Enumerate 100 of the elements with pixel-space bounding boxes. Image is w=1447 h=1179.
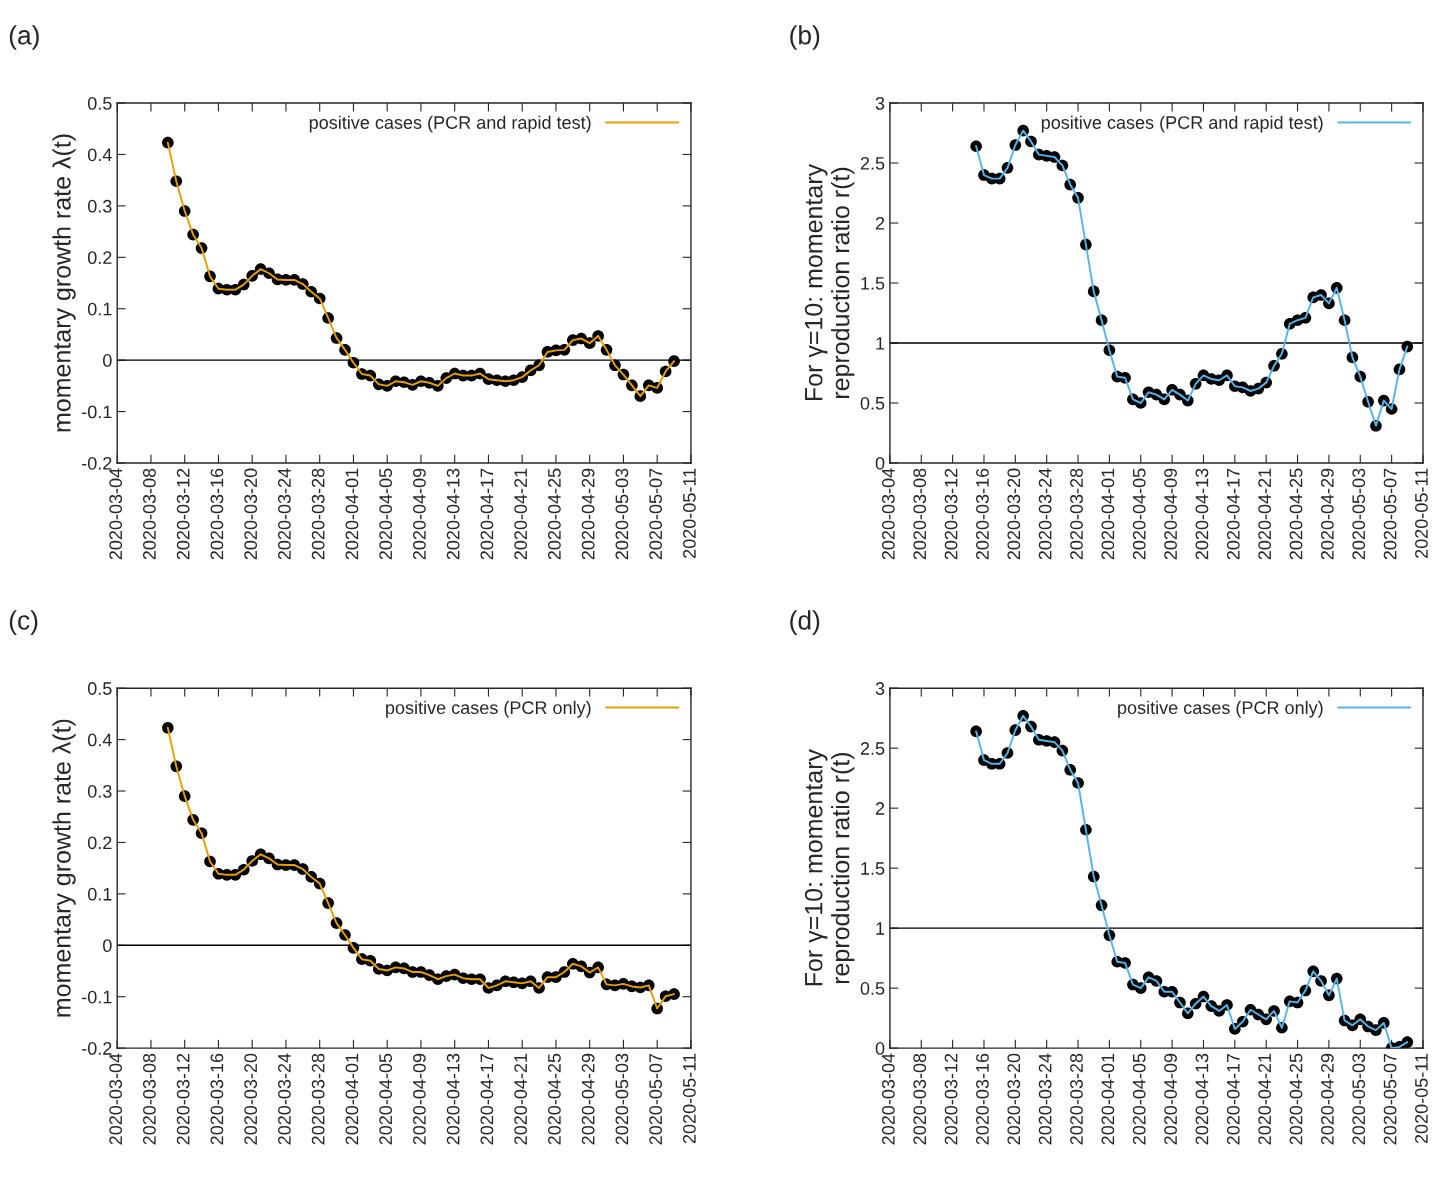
x-tick-label: 2020-03-20: [1007, 468, 1021, 560]
x-tick-label: 2020-05-03: [615, 468, 629, 560]
x-tick-label: 2020-03-24: [278, 468, 291, 560]
x-tick-label: 2020-04-13: [446, 1053, 460, 1145]
x-tick-label: 2020-04-25: [1289, 1053, 1303, 1145]
y-tick-label: 0.5: [87, 96, 112, 110]
x-tick-label: 2020-03-12: [944, 468, 958, 560]
y-axis-title: For γ=10: momentary reproduction ratio r(t): [804, 163, 855, 401]
x-tick-label: 2020-05-11: [683, 1053, 696, 1144]
x-tick-label: 2020-04-01: [345, 468, 359, 560]
y-tick-label: 2.5: [860, 156, 885, 170]
x-tick-label: 2020-03-20: [1007, 1053, 1021, 1145]
x-tick-label: 2020-05-11: [1415, 468, 1428, 558]
x-tick-label: 2020-04-01: [345, 1053, 359, 1145]
y-tick-label: 2: [875, 216, 885, 230]
x-tick-label: 2020-04-29: [581, 1053, 595, 1145]
x-tick-label: 2020-04-17: [1226, 468, 1240, 560]
y-tick-label: 0.5: [87, 682, 112, 695]
y-tick-label: 0.1: [87, 887, 112, 901]
y-axis-title: momentary growth rate λ(t): [52, 134, 76, 432]
y-axis-title: momentary growth rate λ(t): [52, 719, 76, 1017]
y-tick-label: 0.1: [87, 302, 112, 316]
x-tick-label: 2020-04-09: [413, 468, 426, 560]
x-tick-label: 2020-03-28: [1070, 1053, 1083, 1145]
x-tick-label: 2020-04-17: [480, 468, 494, 560]
x-tick-label: 2020-05-07: [649, 1053, 663, 1145]
x-tick-label: 2020-03-16: [976, 1053, 989, 1145]
x-tick-label: 2020-05-07: [1383, 468, 1397, 560]
x-tick-label: 2020-04-25: [548, 468, 561, 560]
chart-title: (a): [9, 25, 39, 50]
x-tick-label: 2020-03-12: [176, 468, 190, 560]
y-tick-label: 0.4: [87, 733, 112, 747]
x-tick-label: 2020-03-08: [913, 1053, 927, 1145]
y-tick-label: 0: [103, 939, 112, 953]
x-tick-label: 2020-03-20: [244, 1053, 258, 1145]
x-tick-label: 2020-04-01: [1101, 1053, 1115, 1145]
x-tick-label: 2020-03-08: [913, 468, 927, 560]
x-tick-label: 2020-05-07: [649, 468, 663, 560]
legend-label: positive cases (PCR and rapid test): [309, 115, 591, 133]
y-tick-label: -0.1: [82, 990, 112, 1004]
y-tick-label: 0.5: [860, 982, 885, 995]
x-tick-label: 2020-03-04: [109, 468, 123, 560]
x-tick-label: 2020-04-21: [514, 1053, 528, 1145]
x-tick-label: 2020-03-24: [278, 1053, 291, 1145]
chart-title: (d): [790, 610, 820, 635]
legend-label: positive cases (PCR only): [386, 700, 591, 718]
y-tick-label: -0.1: [82, 405, 112, 419]
x-tick-label: 2020-03-04: [881, 1053, 895, 1145]
x-tick-label: 2020-04-13: [1195, 1053, 1209, 1145]
y-tick-label: 1: [876, 337, 885, 350]
x-tick-label: 2020-04-09: [1164, 468, 1177, 560]
x-tick-label: 2020-05-11: [683, 468, 696, 558]
y-tick-label: 2: [875, 802, 885, 815]
x-tick-label: 2020-03-28: [311, 468, 325, 560]
x-tick-label: 2020-04-17: [480, 1053, 494, 1145]
chart-title: (b): [790, 25, 820, 50]
x-tick-label: 2020-04-21: [1258, 468, 1272, 560]
x-tick-label: 2020-04-05: [379, 1053, 393, 1145]
x-tick-label: 2020-03-20: [244, 468, 258, 560]
x-tick-label: 2020-03-28: [311, 1053, 325, 1145]
x-tick-label: 2020-03-28: [1070, 468, 1083, 560]
x-tick-label: 2020-03-08: [143, 468, 156, 560]
x-tick-label: 2020-04-13: [1195, 468, 1209, 560]
x-tick-label: 2020-04-21: [514, 468, 528, 560]
x-tick-label: 2020-04-25: [548, 1053, 561, 1145]
x-tick-label: 2020-04-17: [1226, 1053, 1240, 1145]
x-tick-label: 2020-03-24: [1038, 1053, 1052, 1145]
legend-label: positive cases (PCR only): [1118, 700, 1323, 718]
x-tick-label: 2020-03-24: [1038, 468, 1052, 560]
x-tick-label: 2020-04-05: [1132, 1053, 1146, 1145]
x-tick-label: 2020-03-16: [976, 468, 989, 560]
y-tick-label: 2.5: [860, 742, 885, 755]
x-tick-label: 2020-04-21: [1258, 1053, 1272, 1145]
x-tick-label: 2020-03-08: [143, 1053, 156, 1145]
x-tick-label: 2020-05-03: [1352, 468, 1366, 560]
x-tick-label: 2020-04-05: [1132, 468, 1146, 560]
y-tick-label: 0.5: [860, 396, 885, 410]
x-tick-label: 2020-03-12: [944, 1053, 958, 1145]
legend-label: positive cases (PCR and rapid test): [1041, 115, 1323, 133]
x-tick-label: 2020-04-13: [446, 468, 460, 560]
x-tick-label: 2020-03-04: [109, 1053, 123, 1145]
y-tick-label: 0.2: [87, 836, 112, 850]
y-axis-title: For γ=10: momentary reproduction ratio r(t): [804, 749, 855, 986]
x-tick-label: 2020-03-16: [210, 468, 224, 560]
x-tick-label: 2020-05-07: [1383, 1053, 1397, 1145]
x-tick-label: 2020-04-01: [1101, 468, 1115, 560]
y-tick-label: 0.2: [87, 251, 112, 265]
y-tick-label: -0.2: [82, 1042, 112, 1055]
x-tick-label: 2020-04-25: [1289, 468, 1303, 560]
x-tick-label: 2020-04-09: [1164, 1053, 1177, 1145]
x-tick-label: 2020-05-11: [1415, 1053, 1428, 1144]
y-tick-label: 0: [875, 1042, 885, 1055]
y-tick-label: -0.2: [82, 456, 112, 470]
x-tick-label: 2020-05-03: [615, 1053, 629, 1145]
x-tick-label: 2020-04-29: [1320, 1053, 1334, 1145]
x-tick-label: 2020-04-09: [413, 1053, 426, 1145]
x-tick-label: 2020-03-04: [881, 468, 895, 560]
y-tick-label: 0: [875, 456, 885, 470]
y-tick-label: 1: [876, 922, 885, 935]
y-tick-label: 0: [103, 354, 112, 367]
